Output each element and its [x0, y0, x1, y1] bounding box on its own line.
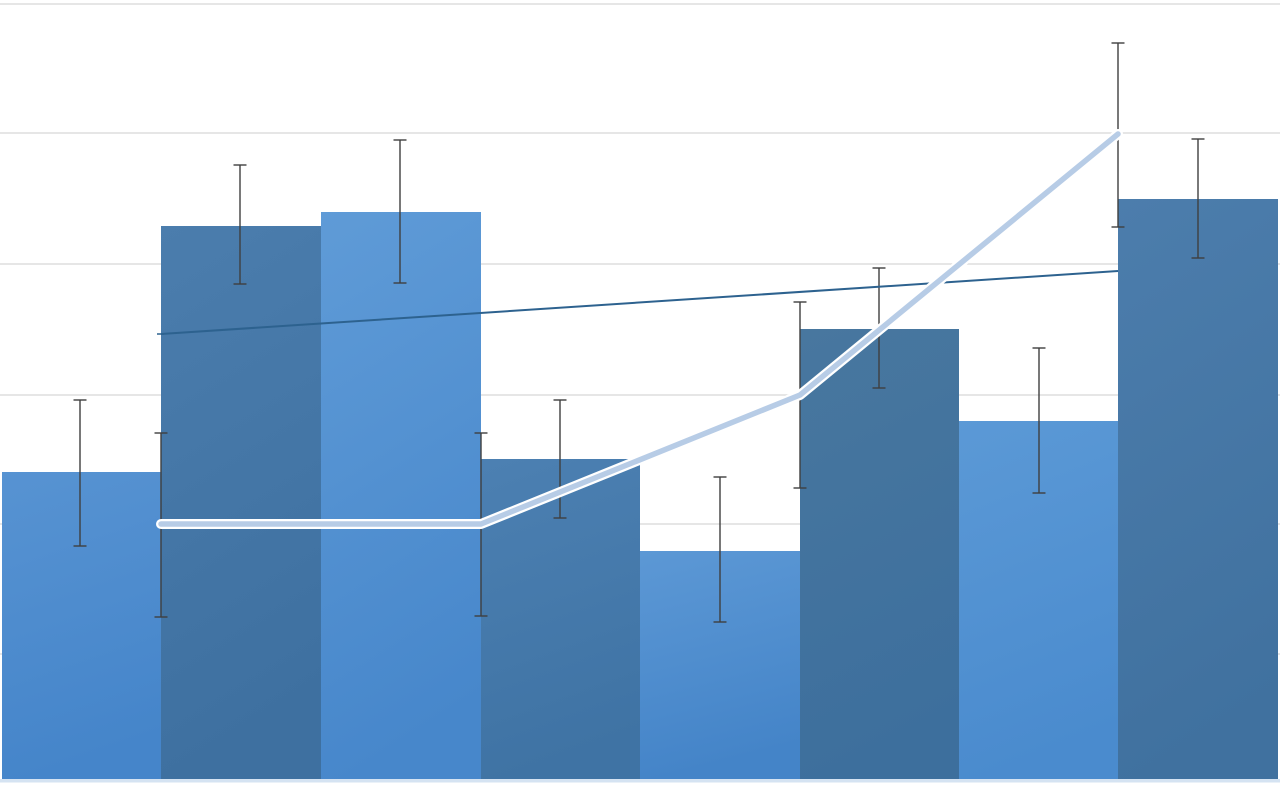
line-series-layer — [156, 129, 1123, 529]
bar-error-bar-4 — [553, 399, 567, 519]
trend-line-thick — [158, 131, 1121, 527]
bar-error-bar-5 — [713, 476, 727, 623]
bar-2 — [161, 226, 321, 779]
bar-error-bar-3 — [393, 139, 407, 284]
bar-error-bar-2 — [233, 164, 247, 285]
bar-1 — [2, 472, 161, 779]
bar-error-bar-8 — [1191, 138, 1205, 259]
bar-8 — [1118, 199, 1278, 779]
trend-line-thin — [160, 270, 1119, 335]
baseline-layer — [0, 779, 1280, 783]
bar-6 — [800, 329, 959, 779]
bar-error-bar-1 — [73, 399, 87, 547]
bar-3 — [321, 212, 481, 779]
bar-layer — [2, 199, 1278, 779]
bar-error-bar-7 — [1032, 347, 1046, 494]
baseline-strip — [0, 779, 1280, 783]
